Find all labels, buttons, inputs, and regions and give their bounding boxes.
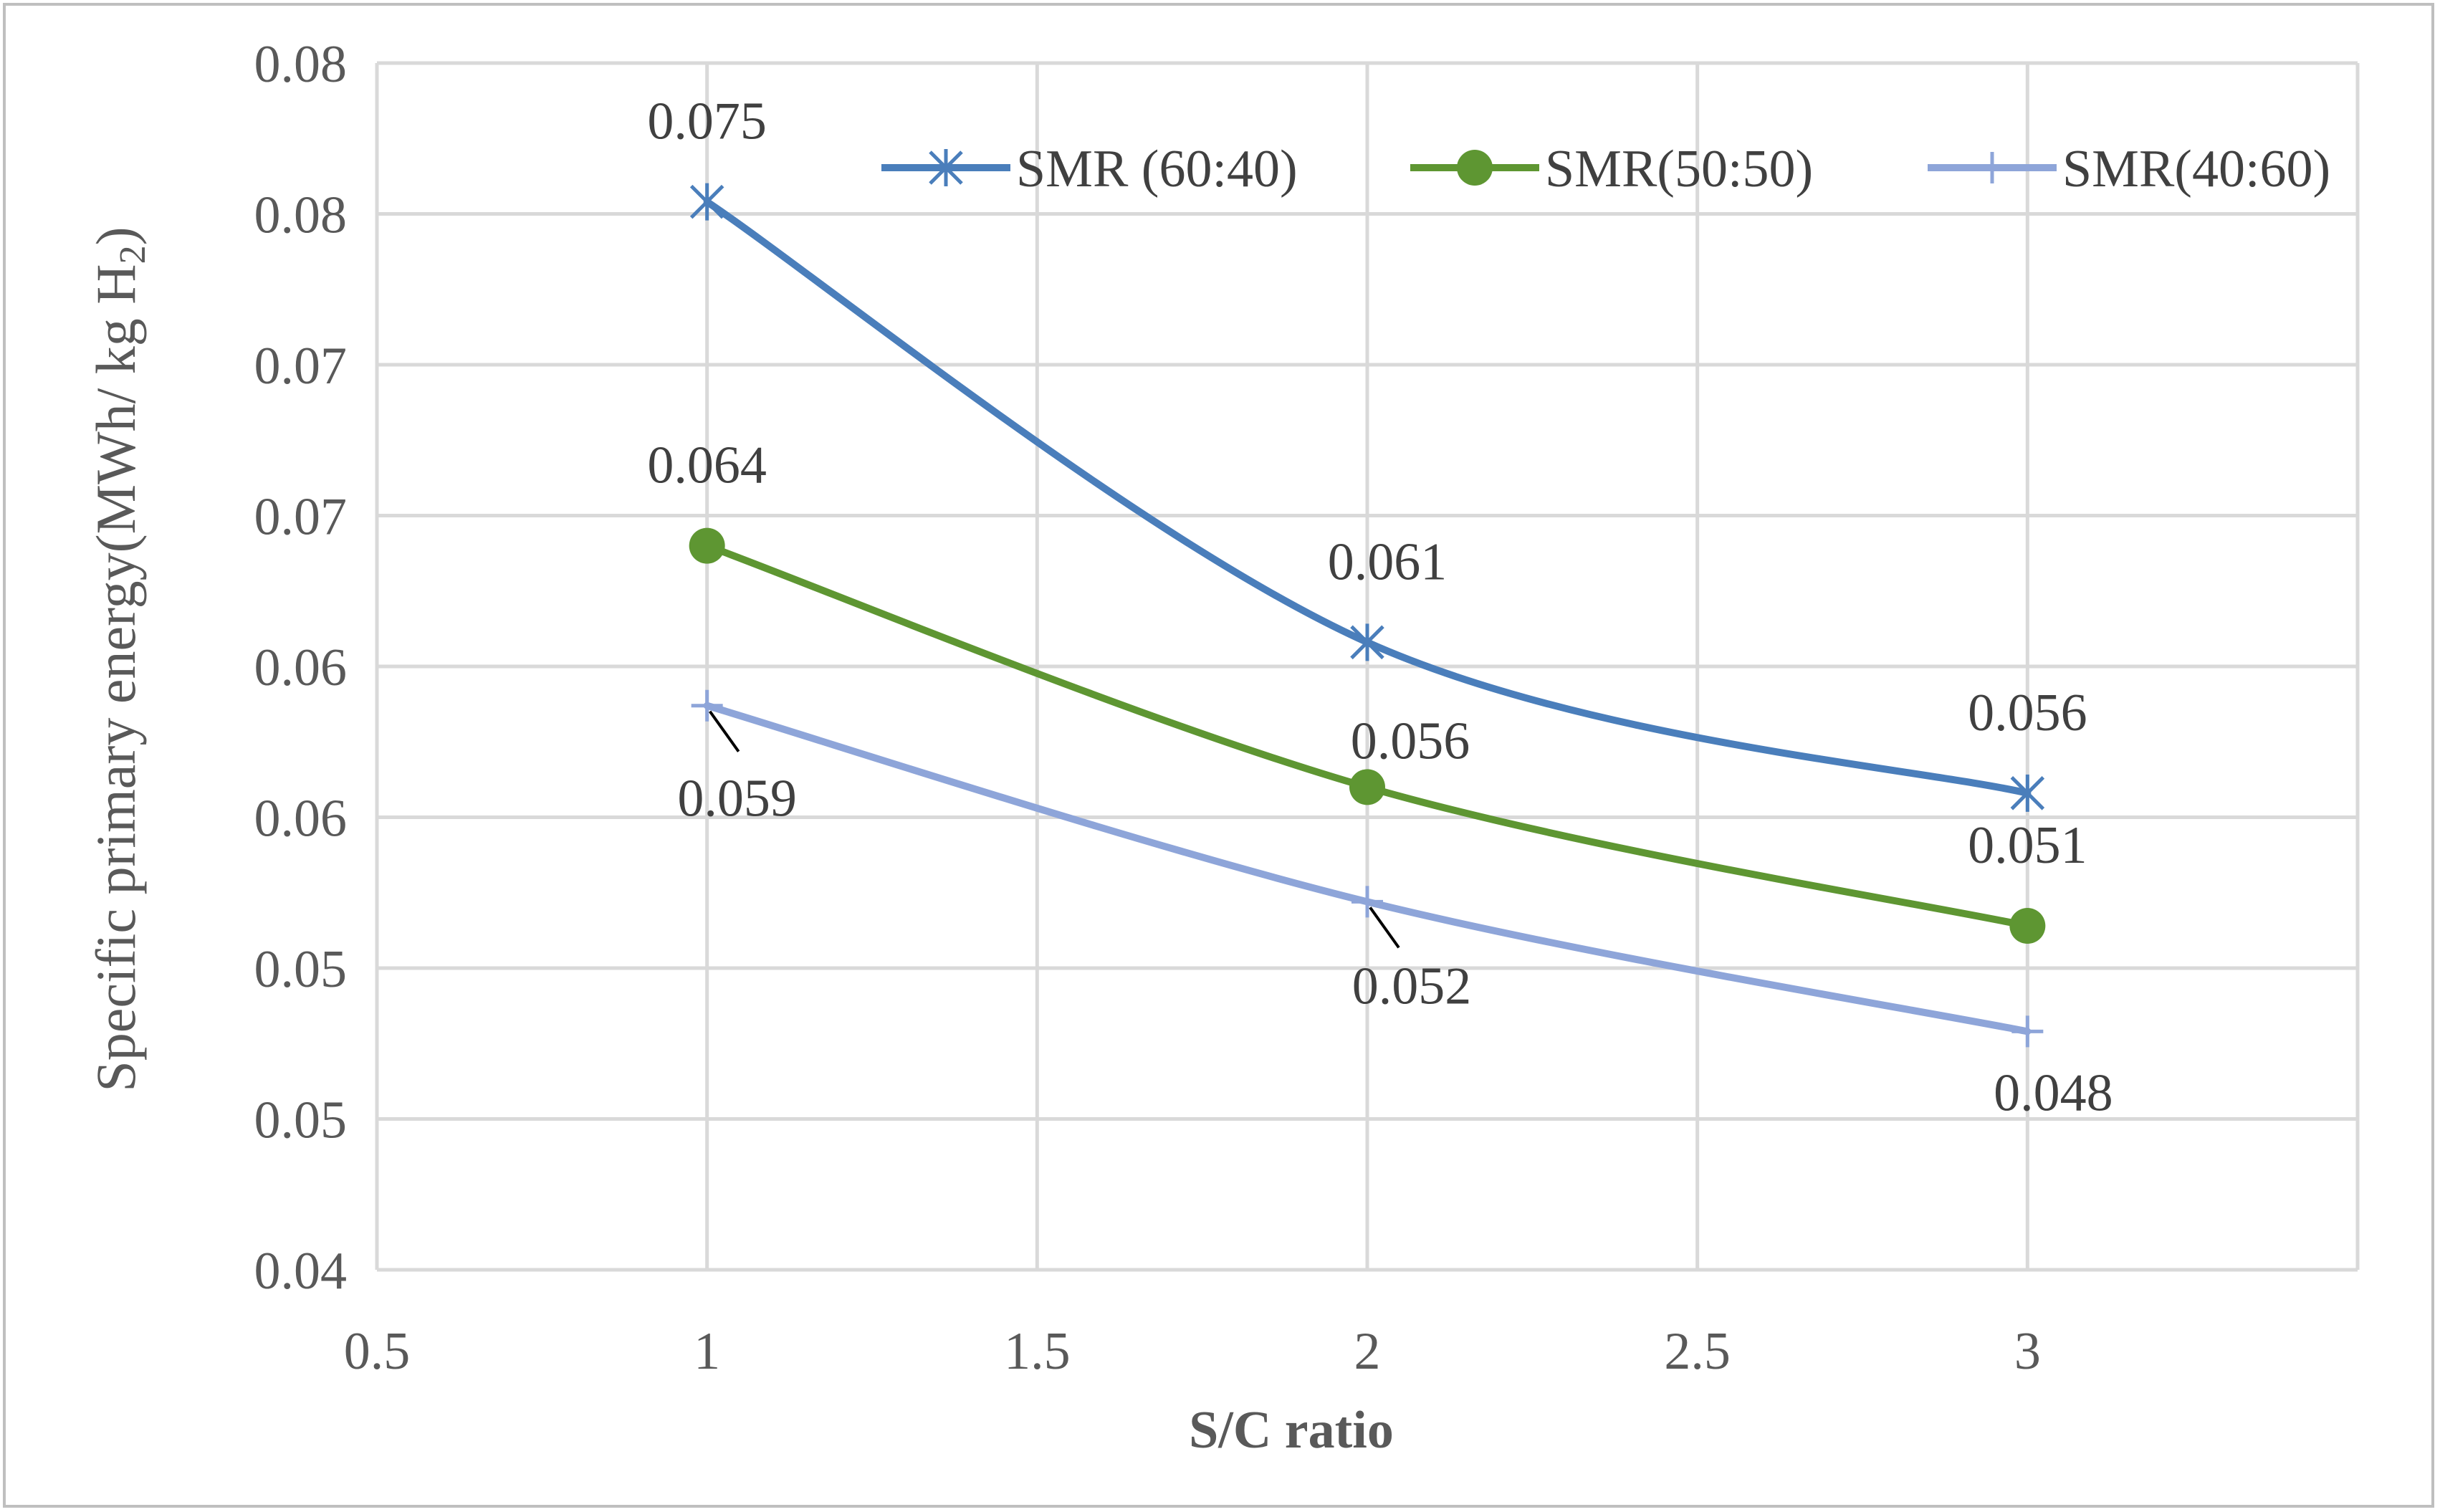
y-axis-title-close: ) <box>85 226 147 245</box>
legend-label: SMR(40:60) <box>2062 140 2330 198</box>
x-tick-label: 0.5 <box>344 1322 411 1381</box>
x-tick-label: 1.5 <box>1004 1322 1071 1381</box>
y-tick-label: 0.07 <box>254 488 348 547</box>
legend-marker-shape <box>929 149 963 186</box>
y-tick-label: 0.05 <box>254 1091 348 1150</box>
y-tick-label: 0.05 <box>254 940 348 999</box>
data-label-leader <box>709 710 740 752</box>
y-tick-label: 0.06 <box>254 790 348 848</box>
y-tick-label: 0.06 <box>254 638 348 697</box>
marker-series-1-shape <box>1350 623 1384 661</box>
data-label: 0.075 <box>647 92 767 151</box>
y-tick-label: 0.04 <box>254 1242 348 1301</box>
marker-series-2-shape <box>1349 769 1385 805</box>
data-label: 0.052 <box>1352 957 1472 1015</box>
marker-series-3-shape <box>691 689 723 722</box>
data-label: 0.059 <box>677 770 797 828</box>
y-tick-label: 0.08 <box>254 186 348 245</box>
data-labels: 0.075 0.061 0.056 0.064 0.056 0.051 0.059 0.052… <box>647 92 2113 1123</box>
data-label: 0.056 <box>1968 684 2087 742</box>
marker-series-2 <box>689 527 725 564</box>
y-axis-title: Specific primary energy(MWh/ kg H2) <box>85 226 153 1091</box>
y-axis-title-subscript: 2 <box>113 245 153 264</box>
legend-marker-shape <box>1976 152 2008 183</box>
series-markers <box>689 183 2046 1048</box>
data-label: 0.064 <box>647 436 767 495</box>
marker-series-3 <box>2011 1015 2044 1048</box>
x-tick-labels: 0.5 1 1.5 2 2.5 3 <box>344 1322 2041 1381</box>
marker-series-2 <box>2009 908 2046 944</box>
legend-item-2: SMR(50:50) <box>1410 140 1813 198</box>
legend-label: SMR (60:40) <box>1016 140 1298 198</box>
marker-series-1-shape <box>2010 774 2045 812</box>
marker-series-2-shape <box>689 527 725 564</box>
marker-series-1 <box>1350 623 1384 661</box>
legend-marker-shape <box>1457 150 1493 186</box>
y-tick-labels: 0.04 0.05 0.05 0.06 0.06 0.07 0.07 0.08 0.08 <box>254 35 348 1301</box>
legend-item-1: SMR (60:40) <box>881 140 1298 198</box>
marker-series-3 <box>1351 886 1383 918</box>
x-axis-title: S/C ratio <box>1189 1401 1394 1460</box>
legend-marker <box>929 149 963 186</box>
x-tick-label: 2.5 <box>1664 1322 1731 1381</box>
data-label: 0.051 <box>1968 816 2087 875</box>
data-label: 0.048 <box>1994 1063 2113 1122</box>
legend-marker <box>1976 152 2008 183</box>
y-tick-label: 0.08 <box>254 35 348 94</box>
marker-series-2 <box>1349 769 1385 805</box>
marker-series-1 <box>2010 774 2045 812</box>
marker-series-2-shape <box>2009 908 2046 944</box>
grid-lines <box>375 61 2360 1272</box>
marker-series-3 <box>691 689 723 722</box>
series-line-1 <box>703 198 2032 797</box>
y-tick-label: 0.07 <box>254 337 348 396</box>
legend: SMR (60:40) SMR(50:50) SMR(40:60) <box>881 140 2330 198</box>
x-tick-label: 3 <box>2014 1322 2041 1381</box>
legend-label: SMR(50:50) <box>1545 140 1813 198</box>
marker-series-3-shape <box>2011 1015 2044 1048</box>
legend-item-3: SMR(40:60) <box>1928 140 2330 198</box>
marker-series-3-shape <box>1351 886 1383 918</box>
legend-marker <box>1457 150 1493 186</box>
y-axis-title-main: Specific primary energy(MWh/ kg H <box>85 264 147 1091</box>
marker-series-1-shape <box>689 183 724 221</box>
data-label: 0.056 <box>1351 712 1470 770</box>
x-tick-label: 2 <box>1354 1322 1381 1381</box>
data-label-leader <box>1369 906 1400 949</box>
x-tick-label: 1 <box>694 1322 720 1381</box>
data-label: 0.061 <box>1328 532 1448 591</box>
marker-series-1 <box>689 183 724 221</box>
